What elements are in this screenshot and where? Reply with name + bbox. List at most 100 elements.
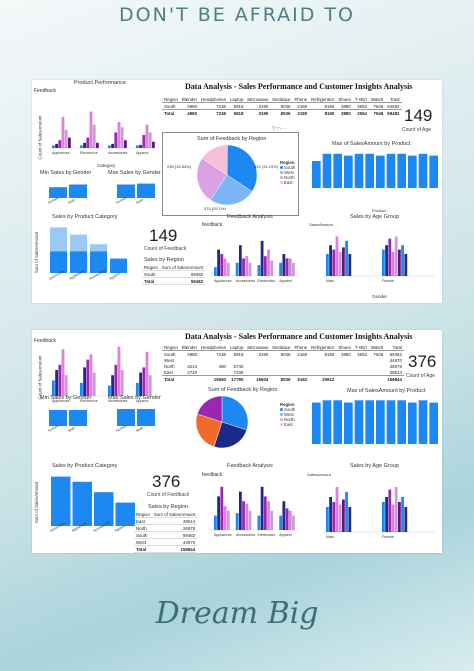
count-of-feedback-value: 149 [149, 226, 178, 245]
column-header[interactable]: Region [162, 96, 180, 103]
table-cell: 15604 [245, 375, 271, 382]
bar [115, 502, 135, 526]
legend-label: North [284, 417, 295, 422]
table-cell: East [164, 369, 173, 375]
max-sales-product-title: Max of SalesAmount by Product [332, 141, 411, 147]
legend-item[interactable]: North [280, 175, 295, 180]
category-label: Female [116, 196, 128, 205]
bar [267, 249, 270, 276]
bar [333, 153, 342, 188]
bar [335, 236, 339, 276]
table-cell: 5740 [233, 363, 244, 369]
column-header[interactable]: T-shirt [352, 96, 369, 103]
category-label: Female [48, 424, 60, 433]
max-sales-product-chart [312, 153, 438, 188]
sales-age-chart: Male Female [322, 236, 436, 283]
column-header[interactable]: Phone [292, 96, 310, 103]
bar [391, 504, 395, 532]
column-header[interactable]: Necklace [270, 96, 293, 103]
table-cell: 26978 [151, 524, 198, 532]
legend-title: Region [280, 402, 295, 407]
column-header[interactable]: Laptop [227, 96, 246, 103]
column-header[interactable]: Total [385, 344, 404, 351]
category-label: Male [136, 198, 144, 205]
legend-swatch [280, 413, 283, 416]
bar [108, 385, 111, 396]
bar [429, 155, 438, 188]
column-header[interactable]: Shoes [336, 344, 353, 351]
bar [148, 375, 152, 396]
pie-visual-frame[interactable] [162, 132, 299, 216]
column-header[interactable]: Refrigerator [309, 96, 337, 103]
legend-label: South [284, 165, 296, 170]
legend-item[interactable]: East [280, 180, 295, 185]
bar [114, 132, 118, 148]
column-header[interactable]: T-shirt [352, 344, 369, 351]
bar [386, 153, 396, 188]
table-cell: 7236 [233, 369, 244, 375]
pie-slice [221, 395, 249, 431]
bar [401, 245, 404, 276]
table-cell: 7236 [199, 109, 228, 116]
dashboard-1: Data Analysis - Sales Performance and Cu… [32, 80, 442, 303]
legend-item[interactable]: South [280, 165, 295, 170]
table-cell: 2554 [352, 109, 369, 116]
column-header[interactable]: Necklace [270, 344, 293, 351]
table-cell: 2554 [357, 351, 367, 357]
bar [49, 187, 67, 198]
table-cell: 59482 [159, 277, 206, 285]
sales-region-title: Sales by Region [148, 504, 189, 510]
legend-title: Region [280, 160, 295, 165]
table-cell: West [134, 538, 152, 546]
column-header[interactable]: Region [162, 344, 180, 351]
bar [137, 409, 155, 426]
feedback-pie-chart [196, 144, 258, 206]
table-cell: 2180 [292, 109, 310, 116]
bar [388, 489, 392, 532]
table-row: West 44870 [134, 538, 198, 546]
legend-item[interactable]: South [280, 407, 295, 412]
column-header[interactable]: Blender [179, 96, 200, 103]
product-performance-chart: Appliances Electronics Accessories Apparel [48, 111, 162, 155]
table-cell [352, 375, 369, 382]
column-header[interactable]: Refrigerator [309, 344, 337, 351]
bar [429, 402, 438, 444]
table-cell: Sum of SalesAmount [151, 511, 198, 518]
pie-slice [197, 395, 223, 423]
visual-toolbar-icons[interactable]: ▽ □ ⋯ [272, 126, 287, 132]
bar [279, 262, 283, 276]
column-header[interactable]: Microwave [245, 96, 271, 103]
sa-legend-label: SalesAmount [309, 222, 333, 227]
column-header[interactable]: Shoes [336, 96, 353, 103]
column-header[interactable]: Headphones [199, 344, 228, 351]
column-header[interactable]: Watch [369, 344, 386, 351]
legend-item[interactable]: North [280, 417, 295, 422]
column-header[interactable]: Phone [292, 344, 310, 351]
count-of-feedback-value: 376 [152, 472, 181, 491]
column-header[interactable]: Laptop [227, 344, 246, 351]
bar [52, 145, 55, 148]
footer-text: Dream Big [155, 596, 319, 631]
column-header[interactable]: Watch [369, 96, 386, 103]
sa-xlabel: Gender [372, 294, 388, 299]
category-label: Male [326, 535, 334, 539]
dashboard-2: Data Analysis - Sales Performance and Cu… [32, 330, 442, 553]
column-header[interactable]: Headphones [199, 96, 228, 103]
legend-item[interactable]: East [280, 422, 295, 427]
table-cell [179, 375, 200, 382]
bar [55, 370, 58, 396]
bar [285, 258, 289, 276]
bar [344, 402, 353, 444]
legend-item[interactable]: West [280, 412, 295, 417]
column-header[interactable]: Microwave [245, 344, 271, 351]
table-cell: 3190 [245, 109, 271, 116]
bar [49, 410, 67, 426]
bar [267, 501, 270, 530]
legend-item[interactable]: West [280, 170, 295, 175]
bar [260, 486, 264, 530]
table-cell: 8160 [309, 109, 337, 116]
bar [418, 153, 428, 188]
bar [50, 251, 67, 273]
column-header[interactable]: Blender [179, 344, 200, 351]
column-header[interactable]: Total [385, 96, 402, 103]
